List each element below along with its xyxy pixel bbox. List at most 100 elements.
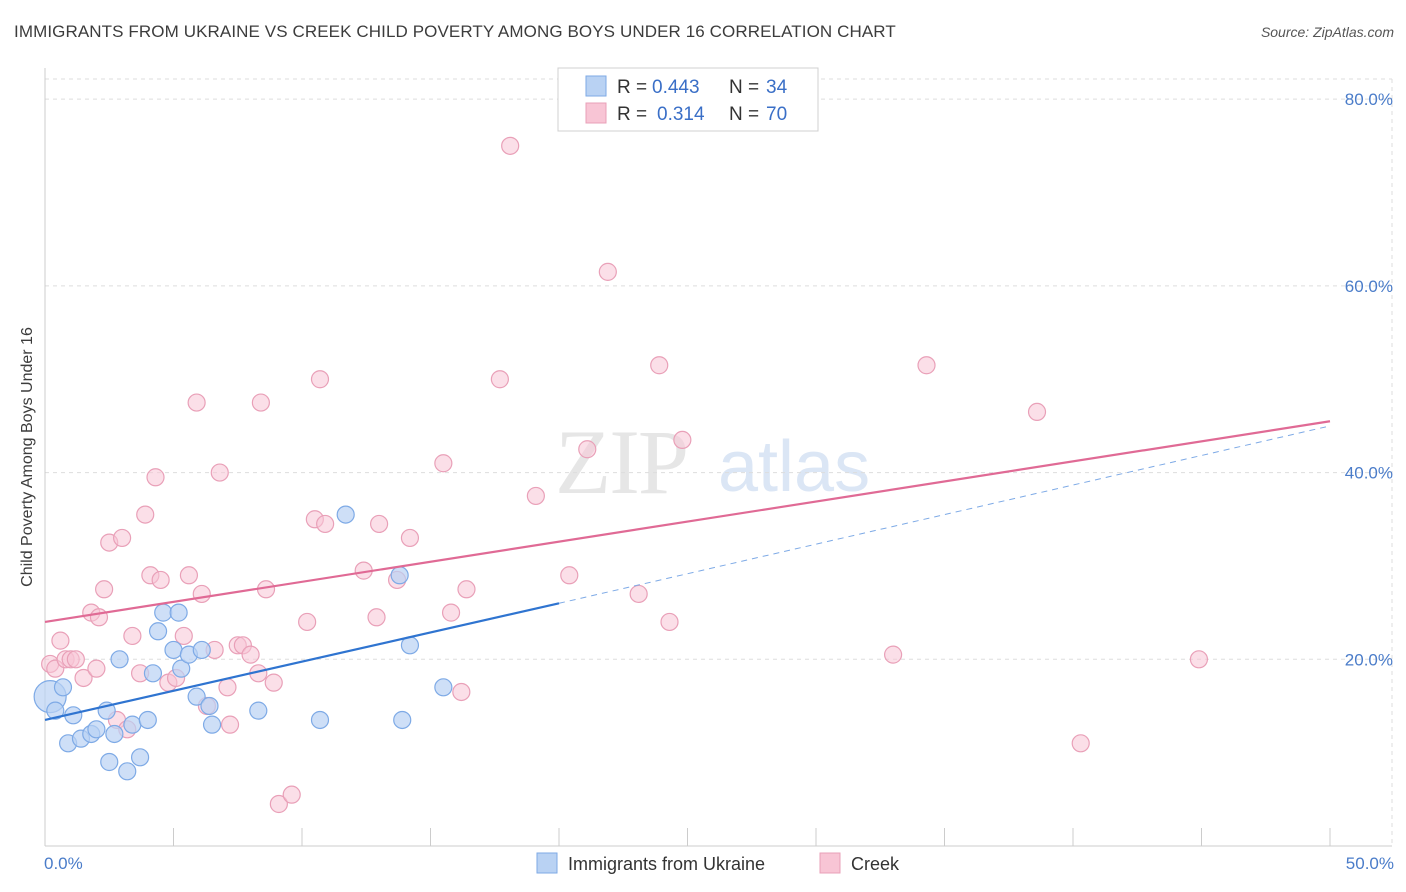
ukraine-point <box>187 687 206 706</box>
creek-point <box>123 626 142 646</box>
creek-point <box>441 603 461 622</box>
ukraine-point <box>200 696 219 716</box>
creek-point <box>1071 734 1090 753</box>
creek-point <box>526 486 545 506</box>
creek-point <box>179 566 199 585</box>
watermark-atlas: atlas <box>718 427 870 507</box>
creek-point <box>264 673 283 692</box>
creek-point <box>218 678 237 697</box>
ukraine-point <box>393 710 412 730</box>
ukraine-point <box>249 701 268 720</box>
bottom-legend-label-creek: Creek <box>851 854 900 874</box>
legend-r-value-2: 0.314 <box>657 104 705 125</box>
creek-point <box>660 612 679 632</box>
creek-point <box>282 785 301 804</box>
ukraine-point <box>105 724 124 744</box>
legend-n-label-2: N = <box>729 104 759 125</box>
ukraine-point <box>192 640 211 660</box>
ukraine-point <box>336 505 355 524</box>
legend-n-value-2: 70 <box>766 104 787 125</box>
creek-point <box>400 528 420 548</box>
creek-point <box>95 580 114 599</box>
legend-swatch-ukraine <box>585 75 607 97</box>
ukraine-point <box>154 603 173 622</box>
creek-point <box>490 370 509 389</box>
creek-point <box>89 608 109 627</box>
watermark-zip: ZIP <box>555 411 687 513</box>
y-tick-label: 80.0% <box>1345 90 1393 109</box>
creek-point <box>316 514 335 534</box>
axes <box>44 68 1392 847</box>
ukraine-point <box>390 566 409 585</box>
creek-point <box>650 356 669 375</box>
creek-point <box>210 463 229 482</box>
y-tick-label: 20.0% <box>1345 650 1393 669</box>
legend-r-value-1: 0.443 <box>652 77 700 98</box>
creek-point <box>578 440 597 459</box>
legend-swatch-creek <box>585 102 607 124</box>
y-tick-labels: 20.0% 40.0% 60.0% 80.0% <box>1345 90 1393 669</box>
creek-point <box>187 393 206 412</box>
ukraine-point <box>118 762 137 781</box>
legend-n-value-1: 34 <box>766 77 788 98</box>
creek-point <box>883 645 903 664</box>
ukraine-point <box>169 603 188 622</box>
creek-point <box>370 514 389 534</box>
creek-point <box>598 262 617 281</box>
correlation-legend: R = 0.443 N = 34 R = 0.314 N = 70 <box>557 67 819 132</box>
creek-point <box>220 715 240 734</box>
ukraine-point <box>53 678 73 697</box>
creek-point <box>310 370 330 389</box>
creek-point <box>241 645 260 664</box>
creek-point <box>74 668 93 688</box>
creek-point <box>146 468 165 487</box>
x-tick-label-min: 0.0% <box>44 854 83 873</box>
creek-point <box>917 356 936 375</box>
ukraine-point <box>434 678 453 697</box>
creek-point <box>298 612 317 632</box>
x-tick-label-max: 50.0% <box>1346 854 1394 873</box>
ukraine-point <box>46 701 65 720</box>
legend-n-label-1: N = <box>729 77 759 98</box>
creek-point <box>192 584 211 604</box>
creek-point <box>251 393 270 412</box>
creek-point <box>1189 650 1209 669</box>
ukraine-point <box>138 710 157 730</box>
legend-r-label-2: R = <box>617 104 647 125</box>
creek-trend-line <box>44 420 1331 624</box>
ukraine-point <box>123 715 142 734</box>
creek-point <box>367 608 386 627</box>
ukraine-point <box>110 650 129 669</box>
chart-title: IMMIGRANTS FROM UKRAINE VS CREEK CHILD P… <box>14 22 896 41</box>
ukraine-trend-line <box>44 602 560 722</box>
creek-point <box>501 136 520 155</box>
legend-r-label-1: R = <box>617 77 647 98</box>
creek-point <box>51 631 70 650</box>
creek-point <box>629 584 648 604</box>
bottom-legend-swatch-creek <box>819 852 841 874</box>
ukraine-point <box>202 715 222 734</box>
series-legend: Immigrants from Ukraine Creek <box>536 852 900 874</box>
creek-point <box>112 528 132 548</box>
creek-point <box>151 570 170 590</box>
ukraine-point <box>172 659 191 678</box>
creek-point <box>174 626 193 646</box>
creek-point <box>452 682 471 702</box>
bottom-legend-swatch-ukraine <box>536 852 558 874</box>
ukraine-points <box>33 505 453 781</box>
creek-point <box>1027 402 1047 422</box>
creek-point <box>87 659 106 678</box>
y-tick-label: 60.0% <box>1345 277 1393 296</box>
source-credit: Source: ZipAtlas.com <box>1260 24 1394 40</box>
ukraine-point <box>100 752 119 772</box>
creek-point <box>136 505 155 524</box>
creek-point <box>269 794 288 814</box>
ukraine-point <box>148 622 168 641</box>
y-tick-label: 40.0% <box>1345 464 1393 483</box>
bottom-legend-label-ukraine: Immigrants from Ukraine <box>568 854 765 874</box>
creek-point <box>673 430 692 450</box>
creek-point <box>457 580 476 599</box>
ukraine-point <box>310 710 330 730</box>
creek-point <box>560 566 579 585</box>
